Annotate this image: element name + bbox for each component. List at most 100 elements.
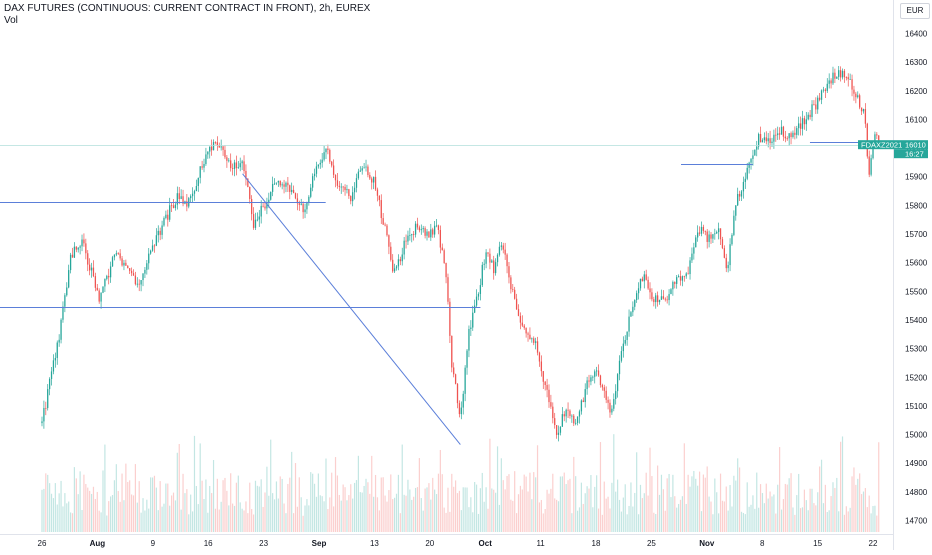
volume-bar: [447, 487, 449, 532]
volume-bar: [872, 506, 874, 532]
volume-bar: [662, 489, 664, 532]
volume-bar: [611, 482, 613, 532]
volume-bar: [836, 477, 838, 532]
candle-body: [496, 254, 499, 263]
currency-badge[interactable]: EUR: [900, 3, 930, 19]
candle-body: [268, 199, 270, 203]
candle-body: [557, 432, 560, 435]
volume-bar: [533, 472, 535, 532]
candle-body: [578, 411, 581, 417]
candle-body: [784, 136, 786, 139]
candle-body: [121, 258, 123, 266]
candle-body: [792, 132, 794, 137]
price-tick-label: 15700: [905, 230, 928, 239]
volume-bar: [704, 477, 706, 532]
volume-bar: [296, 506, 299, 532]
candle-body: [737, 193, 739, 206]
candle-body: [491, 260, 493, 263]
candle-body: [134, 275, 137, 285]
candle-body: [367, 166, 369, 176]
volume-bar: [866, 507, 868, 532]
candle-body: [453, 367, 455, 375]
volume-bar: [632, 506, 634, 532]
candle-body: [92, 267, 95, 277]
volume-bar: [83, 474, 85, 532]
volume-bar: [315, 496, 318, 532]
candle-body: [714, 233, 716, 235]
volume-bar: [578, 507, 581, 532]
volume-bar: [355, 480, 358, 532]
volume-bar: [90, 493, 93, 532]
volume-bar: [159, 481, 161, 532]
candle-body: [132, 273, 135, 276]
candle-body: [874, 134, 876, 143]
volume-bar: [220, 501, 222, 532]
volume-bar: [489, 438, 491, 532]
volume-bar: [573, 456, 575, 532]
candle-body: [817, 97, 819, 110]
candle-body: [235, 162, 238, 169]
candle-body: [681, 276, 684, 281]
volume-bar: [472, 512, 474, 532]
candle-body: [565, 409, 567, 417]
candle-body: [388, 235, 390, 247]
candle-body: [201, 166, 203, 168]
volume-bar: [441, 474, 443, 532]
volume-bar: [119, 501, 121, 532]
volume-bar: [641, 498, 643, 532]
volume-bar: [312, 473, 314, 532]
volume-bar: [336, 475, 339, 532]
volume-bar: [111, 495, 114, 532]
candle-body: [138, 283, 140, 285]
time-tick-label: 9: [151, 539, 156, 548]
volume-bar: [117, 491, 119, 532]
horizontal-lines: [0, 142, 885, 308]
volume-bar: [552, 473, 554, 532]
volume-bar: [94, 498, 96, 532]
volume-bar: [325, 458, 327, 532]
volume-bar: [77, 494, 79, 532]
volume-bar: [622, 497, 624, 532]
candle-body: [348, 189, 350, 197]
candle-body: [607, 399, 609, 403]
volume-bar: [601, 514, 603, 532]
volume-bar: [506, 475, 508, 532]
candle-body: [353, 187, 356, 193]
time-tick-label: 16: [204, 539, 213, 548]
volume-bar: [805, 500, 807, 532]
candle-body: [803, 118, 806, 125]
candle-body: [716, 232, 718, 234]
candle-body: [548, 389, 550, 403]
candle-body: [651, 292, 653, 300]
volume-bar: [849, 507, 851, 532]
volume-bar: [73, 467, 76, 532]
candle-body: [96, 287, 98, 291]
volume-bar: [851, 476, 853, 532]
candle-body: [820, 90, 823, 100]
volume-bar: [855, 484, 857, 532]
candle-body: [98, 290, 100, 302]
volume-bar: [68, 501, 70, 532]
candle-body: [115, 253, 117, 255]
volume-bar: [233, 505, 236, 532]
volume-bar: [799, 508, 802, 532]
candle-body: [510, 277, 512, 290]
candle-body: [717, 228, 720, 233]
volume-bar: [317, 473, 319, 532]
volume-bar: [712, 514, 714, 532]
volume-bar: [435, 494, 438, 532]
candle-body: [676, 277, 678, 284]
candle-body: [458, 403, 461, 415]
volume-bar: [273, 499, 276, 532]
volume-bar: [319, 495, 321, 532]
volume-bar: [287, 483, 289, 532]
time-tick-label: 11: [536, 539, 545, 548]
volume-bar: [369, 493, 371, 532]
volume-bar: [388, 490, 390, 532]
volume-bar: [874, 505, 876, 532]
volume-bar: [660, 474, 663, 532]
candle-body: [205, 154, 207, 165]
candle-body: [397, 259, 400, 267]
